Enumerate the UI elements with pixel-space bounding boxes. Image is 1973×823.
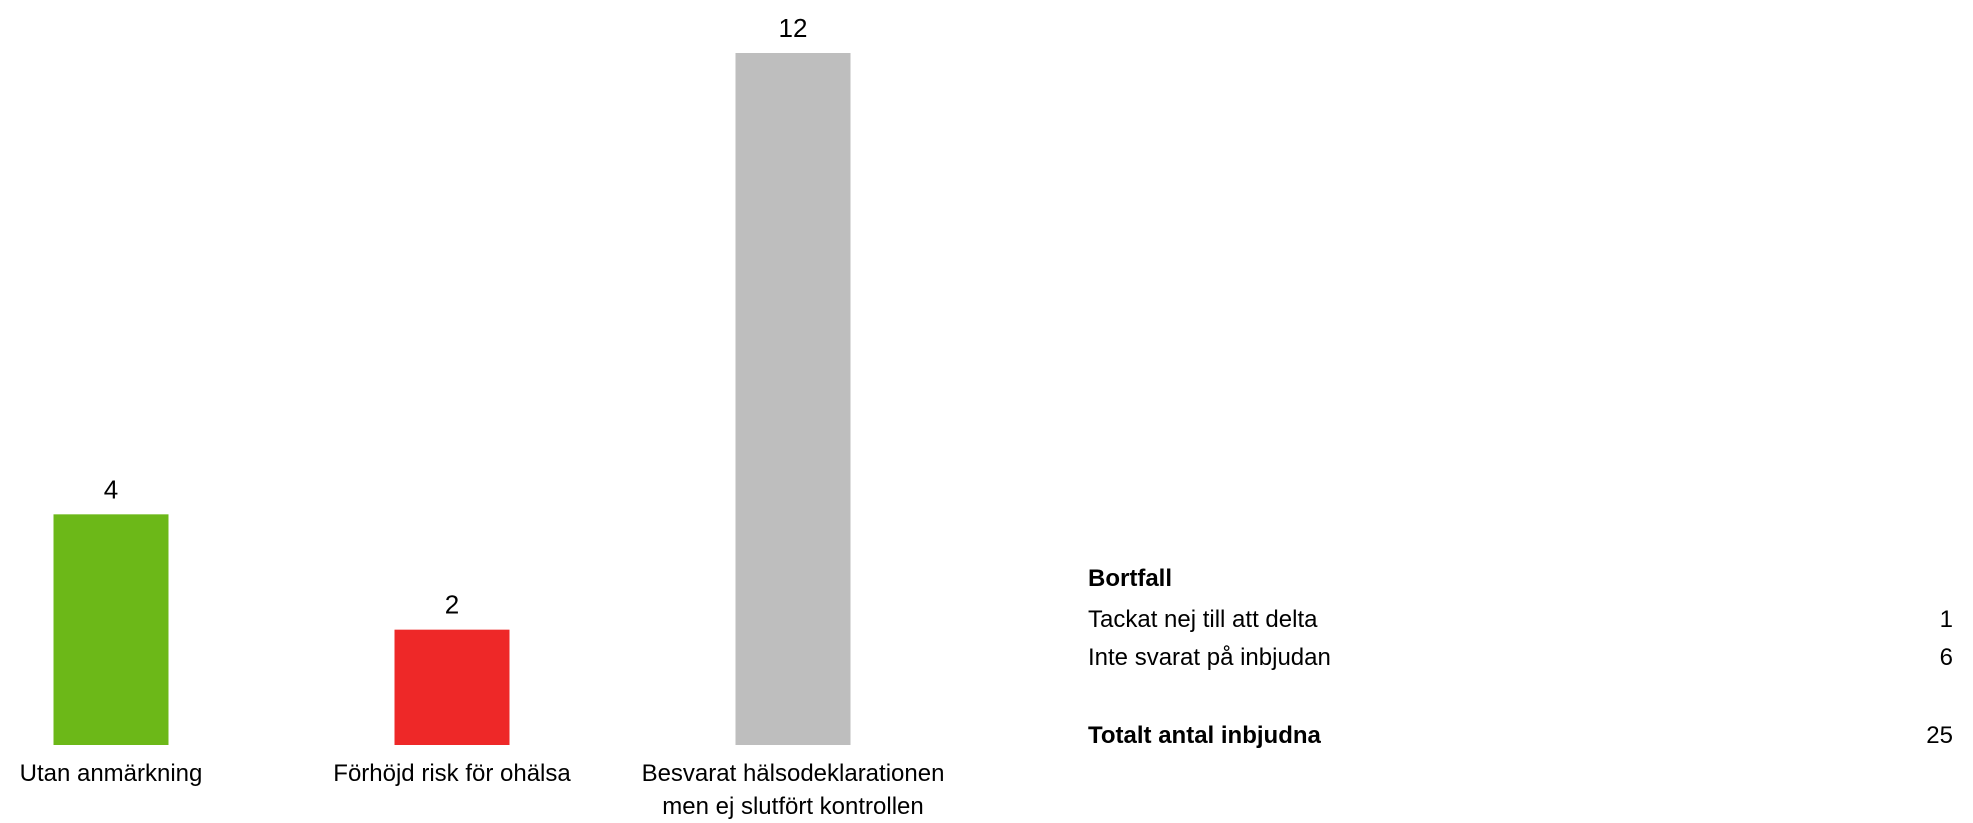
bar-2: [394, 629, 510, 745]
category-label: Utan anmärkning: [0, 757, 281, 790]
summary-row-declined: Tackat nej till att delta 1: [1088, 601, 1953, 639]
category-label-line: Utan anmärkning: [19, 760, 203, 787]
category-label: Besvarat hälsodeklarationen men ej slutfö…: [623, 757, 963, 823]
summary-row-value: 6: [1939, 644, 1953, 671]
summary-heading: Bortfall: [1088, 565, 1172, 592]
bar-value-label: 12: [779, 13, 808, 43]
bar-3: [735, 53, 851, 745]
summary-row-value: 1: [1939, 606, 1953, 633]
summary-row-label: Tackat nej till att delta: [1088, 606, 1318, 633]
dropout-summary-panel: Bortfall Tackat nej till att delta 1 Int…: [1088, 563, 1953, 755]
bar-1: [53, 514, 169, 745]
category-label: Förhöjd risk för ohälsa: [282, 757, 622, 790]
summary-row-no-reply: Inte svarat på inbjudan 6: [1088, 639, 1953, 677]
category-label-line: Förhöjd risk för ohälsa: [333, 760, 571, 787]
summary-total-label: Totalt antal inbjudna: [1088, 722, 1321, 749]
summary-row-label: Inte svarat på inbjudan: [1088, 644, 1331, 671]
bar-chart-plot: 4 2 12: [53, 13, 851, 745]
bar-value-label: 4: [104, 474, 118, 504]
summary-total-row: Totalt antal inbjudna 25: [1088, 717, 1953, 755]
summary-total-value: 25: [1926, 722, 1953, 749]
category-label-line: men ej slutfört kontrollen: [662, 793, 924, 820]
bar-chart: 4 2 12 Utan anmärkning Förhöjd risk för ohä…: [0, 13, 963, 823]
bar-value-label: 2: [445, 590, 459, 620]
category-label-line: Besvarat hälsodeklarationen: [641, 760, 945, 787]
